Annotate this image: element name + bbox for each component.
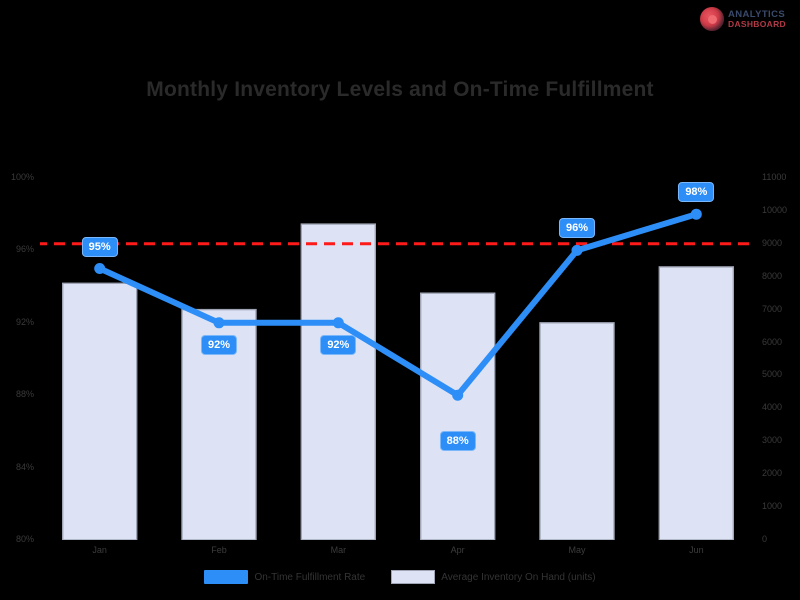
right-axis-tick: 7000 [762, 303, 783, 314]
left-axis-tick: 88% [15, 389, 34, 400]
line-marker-jan[interactable] [94, 263, 106, 274]
right-axis-tick: 3000 [762, 435, 783, 446]
data-label-jun: 98% [678, 182, 715, 203]
x-axis-tick-jan: Jan [92, 545, 107, 555]
x-axis-tick-may: May [568, 545, 586, 555]
right-axis-tick: 0 [762, 534, 768, 544]
line-marker-apr[interactable] [452, 389, 464, 401]
right-axis-tick: 6000 [762, 336, 783, 347]
left-axis-tick: 92% [15, 316, 34, 327]
chart-legend: On-Time Fulfillment Rate Average Inventor… [0, 570, 800, 584]
legend-label: Average Inventory On Hand (units) [441, 571, 596, 583]
line-marker-mar[interactable] [332, 317, 344, 329]
legend-item[interactable]: On-Time Fulfillment Rate [204, 570, 365, 584]
plot-area [40, 178, 756, 540]
data-label-may: 96% [558, 218, 596, 239]
left-axis-tick: 80% [15, 534, 34, 544]
left-axis-tick: 96% [15, 244, 34, 255]
right-axis-tick: 5000 [762, 369, 783, 380]
legend-swatch-line [204, 570, 249, 584]
line-marker-feb[interactable] [213, 317, 225, 329]
right-axis-tick: 1000 [762, 501, 783, 512]
brand-logo: ANALYTICS DASHBOARD [700, 4, 792, 34]
x-axis-tick-apr: Apr [450, 545, 465, 555]
logo-wordmark: ANALYTICS DASHBOARD [728, 8, 786, 29]
right-axis-tick: 9000 [762, 237, 783, 248]
line-marker-may[interactable] [571, 244, 583, 256]
left-axis-tick: 100% [10, 172, 34, 182]
legend-swatch-bar [391, 570, 436, 584]
right-axis-tick: 11000 [762, 172, 787, 182]
logo-line-2: DASHBOARD [728, 18, 786, 29]
logo-line-1: ANALYTICS [728, 8, 786, 20]
legend-item[interactable]: Average Inventory On Hand (units) [391, 570, 596, 584]
x-axis-tick-mar: Mar [330, 545, 347, 555]
right-axis-tick: 2000 [762, 468, 783, 479]
bar-jun[interactable] [658, 266, 734, 540]
line-series [94, 208, 702, 401]
line-marker-jun[interactable] [690, 208, 702, 220]
bar-mar[interactable] [300, 223, 376, 540]
logo-mark-icon [700, 7, 724, 31]
x-axis-tick-jun: Jun [689, 545, 704, 555]
data-label-apr: 88% [439, 431, 476, 452]
plot-svg [40, 208, 756, 540]
x-axis-tick-feb: Feb [211, 545, 227, 555]
right-axis-tick: 8000 [762, 270, 783, 281]
data-label-mar: 92% [320, 334, 357, 355]
chart-title: Monthly Inventory Levels and On-Time Ful… [146, 78, 654, 101]
bar-jan[interactable] [62, 282, 138, 540]
right-axis-tick: 10000 [762, 204, 788, 215]
bar-apr[interactable] [420, 292, 496, 540]
legend-label: On-Time Fulfillment Rate [254, 571, 366, 583]
fulfillment-rate-line [96, 211, 700, 399]
bar-may[interactable] [539, 322, 615, 540]
bar-series [62, 223, 734, 540]
left-axis-tick: 84% [15, 461, 34, 472]
data-label-feb: 92% [200, 334, 238, 355]
right-axis-tick: 4000 [762, 402, 783, 413]
data-label-jan: 95% [81, 236, 118, 257]
